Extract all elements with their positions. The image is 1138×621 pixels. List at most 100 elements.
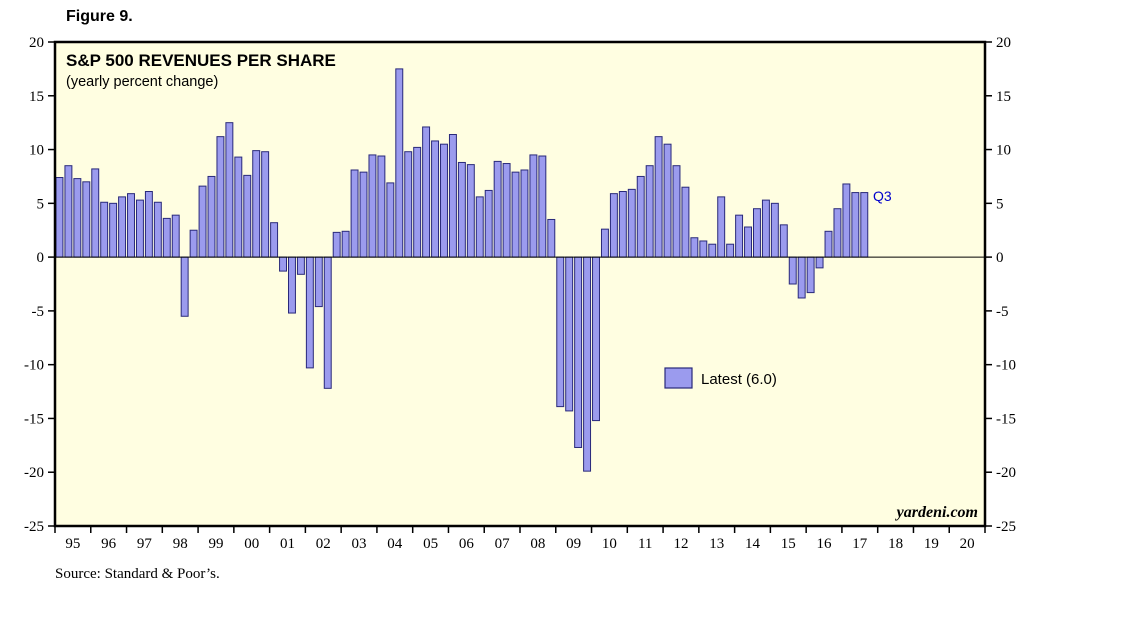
- bar: [386, 182, 395, 258]
- bar: [815, 256, 824, 269]
- bar: [574, 256, 583, 448]
- bar: [565, 256, 574, 412]
- legend: Latest (6.0): [664, 367, 777, 389]
- bar: [261, 151, 270, 258]
- x-tick-label: 98: [173, 536, 188, 552]
- x-tick-label: 09: [566, 536, 581, 552]
- bar: [180, 256, 189, 317]
- y-tick-label-left: 5: [37, 196, 45, 212]
- bar: [466, 164, 475, 258]
- bar: [234, 156, 243, 258]
- x-tick-label: 99: [208, 536, 223, 552]
- x-tick-label: 96: [101, 536, 117, 552]
- source-note: Source: Standard & Poor’s.: [55, 566, 220, 582]
- bar: [350, 169, 359, 258]
- bar: [645, 165, 654, 258]
- x-tick-label: 16: [817, 536, 833, 552]
- bar: [699, 240, 708, 258]
- figure-label: Figure 9.: [66, 8, 133, 25]
- bar: [73, 178, 82, 258]
- bar: [395, 68, 404, 258]
- latest-quarter-annotation: Q3: [873, 188, 892, 204]
- bar: [672, 165, 681, 258]
- bar: [663, 143, 672, 258]
- bar: [654, 136, 663, 258]
- legend-label: Latest (6.0): [701, 371, 777, 388]
- bar: [144, 191, 153, 258]
- bar: [609, 193, 618, 258]
- bar: [726, 243, 735, 258]
- x-tick-label: 95: [65, 536, 80, 552]
- bar: [779, 224, 788, 258]
- watermark: yardeni.com: [895, 504, 978, 521]
- bar: [162, 217, 171, 258]
- x-tick-label: 15: [781, 536, 796, 552]
- x-tick-label: 13: [709, 536, 724, 552]
- bar: [127, 193, 135, 258]
- bar: [118, 196, 127, 258]
- bar: [636, 175, 645, 258]
- bar: [681, 186, 690, 258]
- bar: [296, 256, 305, 275]
- bar: [824, 230, 833, 258]
- bar: [422, 126, 431, 258]
- bar: [440, 143, 448, 258]
- bar: [806, 256, 815, 294]
- bar: [171, 214, 180, 258]
- bar: [377, 155, 386, 258]
- y-tick-label-right: -10: [996, 358, 1016, 374]
- y-tick-label-right: -25: [996, 519, 1016, 535]
- bar: [341, 230, 350, 258]
- bar: [708, 243, 717, 258]
- bar: [556, 256, 565, 408]
- chart-title: S&P 500 REVENUES PER SHARE: [66, 51, 336, 70]
- bar: [788, 256, 797, 285]
- bar: [368, 154, 377, 258]
- bar: [457, 161, 466, 258]
- bar: [135, 199, 144, 258]
- bar: [198, 185, 207, 258]
- bar: [109, 202, 118, 258]
- y-tick-label-right: -15: [996, 411, 1016, 427]
- bar: [91, 168, 100, 258]
- y-tick-label-left: -20: [24, 465, 44, 481]
- bar: [216, 136, 225, 258]
- x-tick-label: 19: [924, 536, 939, 552]
- x-tick-label: 04: [387, 536, 403, 552]
- x-tick-label: 07: [495, 536, 511, 552]
- bar: [627, 188, 636, 258]
- x-tick-label: 06: [459, 536, 475, 552]
- y-tick-label-left: -5: [32, 304, 45, 320]
- bar: [153, 201, 162, 258]
- y-tick-label-right: 15: [996, 89, 1011, 105]
- x-tick-label: 14: [745, 536, 761, 552]
- plot-frame: [53, 40, 987, 528]
- bar: [207, 175, 216, 258]
- x-tick-label: 97: [137, 536, 153, 552]
- bar: [583, 256, 592, 472]
- x-tick-label: 11: [638, 536, 652, 552]
- x-tick-label: 08: [530, 536, 545, 552]
- chart-subtitle: (yearly percent change): [66, 74, 218, 90]
- bar: [600, 228, 609, 258]
- bar: [82, 181, 91, 258]
- bar: [448, 134, 457, 258]
- y-tick-label-left: 10: [29, 143, 44, 159]
- bar: [833, 208, 842, 258]
- bar: [100, 201, 109, 258]
- bar: [288, 256, 296, 314]
- bar: [431, 140, 440, 258]
- bar: [538, 155, 547, 258]
- bar: [252, 150, 261, 258]
- bar: [520, 169, 529, 258]
- y-tick-label-right: 5: [996, 196, 1004, 212]
- plot-background-layer: [55, 42, 985, 526]
- bar: [511, 171, 520, 258]
- bar: [690, 237, 699, 258]
- bar: [55, 177, 64, 258]
- bar: [64, 165, 73, 258]
- bar: [761, 199, 770, 258]
- y-tick-label-right: 20: [996, 35, 1011, 51]
